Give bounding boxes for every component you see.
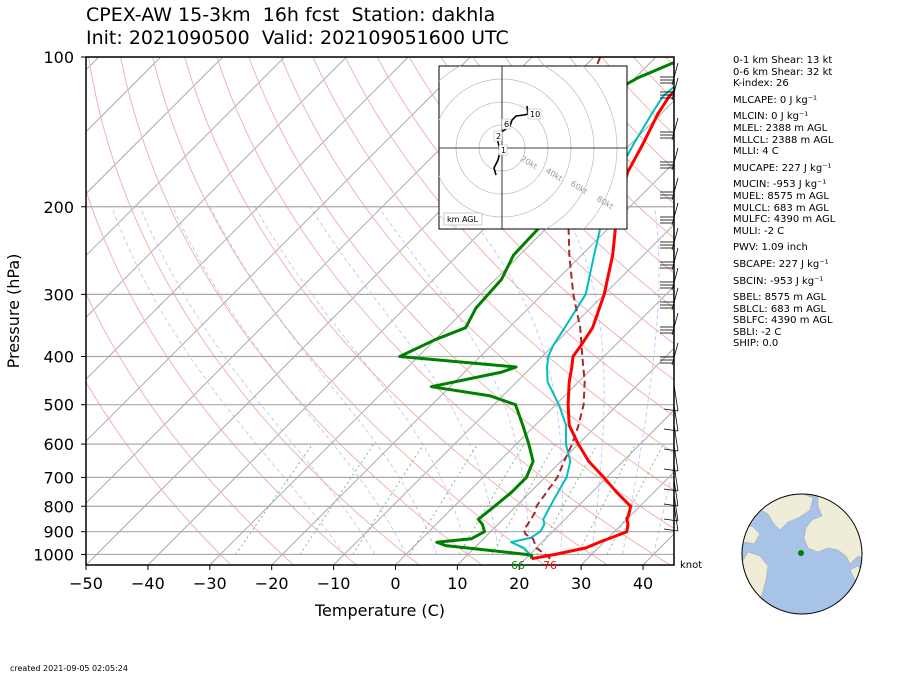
plot-frame: [85, 56, 675, 566]
parameter-line: SBCAPE: 227 J kg⁻¹: [733, 258, 829, 270]
parameter-line: MLCIN: 0 J kg⁻¹: [733, 111, 809, 123]
y-tick-label: 700: [43, 468, 74, 487]
parameter-line: 0-6 km Shear: 32 kt: [733, 66, 833, 78]
wind-barb: [663, 504, 679, 532]
location-globe: [741, 493, 863, 615]
x-tick-label: 40: [633, 574, 653, 593]
parameter-line: 0-1 km Shear: 13 kt: [733, 55, 833, 66]
parameter-line: SBLFC: 4390 m AGL: [733, 315, 833, 327]
parameter-line: MLCAPE: 0 J kg⁻¹: [733, 94, 818, 106]
hodograph-inset: 20kt 40kt 60kt 80kt 1 2 6 10 km AGL: [438, 65, 628, 230]
y-tick-label: 900: [43, 523, 74, 542]
hodograph-marker-6: 6: [504, 120, 509, 129]
x-tick-label: −30: [193, 574, 227, 593]
hodograph-marker-2: 2: [496, 132, 501, 141]
parameter-line: MUCIN: -953 J kg⁻¹: [733, 179, 827, 191]
isobars: [86, 57, 674, 556]
wind-barb: [663, 494, 679, 522]
y-tick-label: 1000: [33, 545, 74, 564]
wind-barbs: [660, 62, 679, 532]
y-tick-label: 500: [43, 396, 74, 415]
x-tick-label: −40: [131, 574, 165, 593]
wind-barb: [660, 312, 679, 336]
parameter-line: MLLI: 4 C: [733, 146, 779, 158]
parameter-line: SBEL: 8575 m AGL: [733, 292, 827, 304]
parameter-line: MULCL: 683 m AGL: [733, 202, 829, 214]
parameter-line: SHIP: 0.0: [733, 338, 779, 350]
sounding-parameters: 0-1 km Shear: 13 kt 0-6 km Shear: 32 kt K-…: [733, 55, 835, 350]
y-tick-label: 200: [43, 198, 74, 217]
parameter-line: SBLCL: 683 m AGL: [733, 303, 827, 315]
x-tick-label: −20: [255, 574, 289, 593]
x-axis-label: Temperature (C): [314, 601, 445, 620]
parameter-line: MUCAPE: 227 J kg⁻¹: [733, 162, 832, 174]
wind-barb: [660, 202, 679, 226]
x-tick-label: 30: [571, 574, 591, 593]
surface-dewpoint-label: 66: [511, 559, 525, 572]
parameter-line: SBLI: -2 C: [733, 326, 782, 338]
y-tick-label: 400: [43, 348, 74, 367]
parameter-line: MULI: -2 C: [733, 225, 785, 237]
title-line-2: Init: 2021090500 Valid: 202109051600 UTC: [86, 27, 509, 49]
station-location-marker: [798, 550, 804, 556]
x-tick-label: 0: [390, 574, 400, 593]
temperature-trace: [531, 89, 674, 561]
surface-temperature-label: 76: [543, 559, 557, 572]
created-timestamp: created 2021-09-05 02:05:24: [10, 664, 128, 673]
wind-barb: [660, 267, 679, 291]
y-tick-label: 800: [43, 497, 74, 516]
y-tick-label: 600: [43, 435, 74, 454]
y-tick-label: 100: [43, 48, 74, 67]
y-axis-ticks: 100 200 300 400 500 600 700 800 900 1000: [33, 48, 86, 564]
x-tick-label: −10: [317, 574, 351, 593]
hodograph-marker-10: 10: [530, 110, 540, 119]
wind-barb: [660, 247, 679, 271]
parameter-line: SBCIN: -953 J kg⁻¹: [733, 275, 824, 287]
y-tick-label: 300: [43, 285, 74, 304]
parameter-line: MLLCL: 2388 m AGL: [733, 134, 834, 146]
wind-barb: [660, 117, 679, 141]
wind-barb: [663, 479, 679, 507]
wind-barb: [660, 177, 679, 201]
x-axis-ticks: −50 −40 −30 −20 −10 0 10 20 30 40: [69, 565, 653, 593]
chart-title: CPEX-AW 15-3km 16h fcst Station: dakhla I…: [86, 4, 509, 50]
x-tick-label: −50: [69, 574, 103, 593]
wind-barb: [660, 227, 679, 251]
wind-barb: [663, 404, 679, 432]
barb-unit-label: knot: [680, 560, 703, 571]
wind-barb: [660, 342, 679, 366]
parameter-line: K-index: 26: [733, 78, 789, 90]
wind-barb: [663, 384, 679, 412]
y-axis-label: Pressure (hPa): [4, 254, 23, 369]
wind-barb: [663, 424, 679, 452]
parameter-line: MUEL: 8575 m AGL: [733, 190, 829, 202]
parameter-line: MULFC: 4390 m AGL: [733, 214, 836, 226]
hodograph-height-label: km AGL: [447, 215, 479, 224]
parameter-line: MLEL: 2388 m AGL: [733, 122, 828, 134]
hodograph-marker-1: 1: [501, 146, 506, 155]
wind-barb: [660, 147, 679, 171]
wind-barb: [660, 287, 679, 311]
wind-barb: [663, 444, 679, 472]
x-tick-label: 10: [447, 574, 467, 593]
wind-barb: [660, 62, 679, 86]
title-line-1: CPEX-AW 15-3km 16h fcst Station: dakhla: [86, 4, 496, 26]
x-tick-label: 20: [509, 574, 529, 593]
wind-barb: [660, 77, 679, 101]
hodograph-frame: [438, 65, 628, 230]
parameter-line: PWV: 1.09 inch: [733, 242, 808, 254]
